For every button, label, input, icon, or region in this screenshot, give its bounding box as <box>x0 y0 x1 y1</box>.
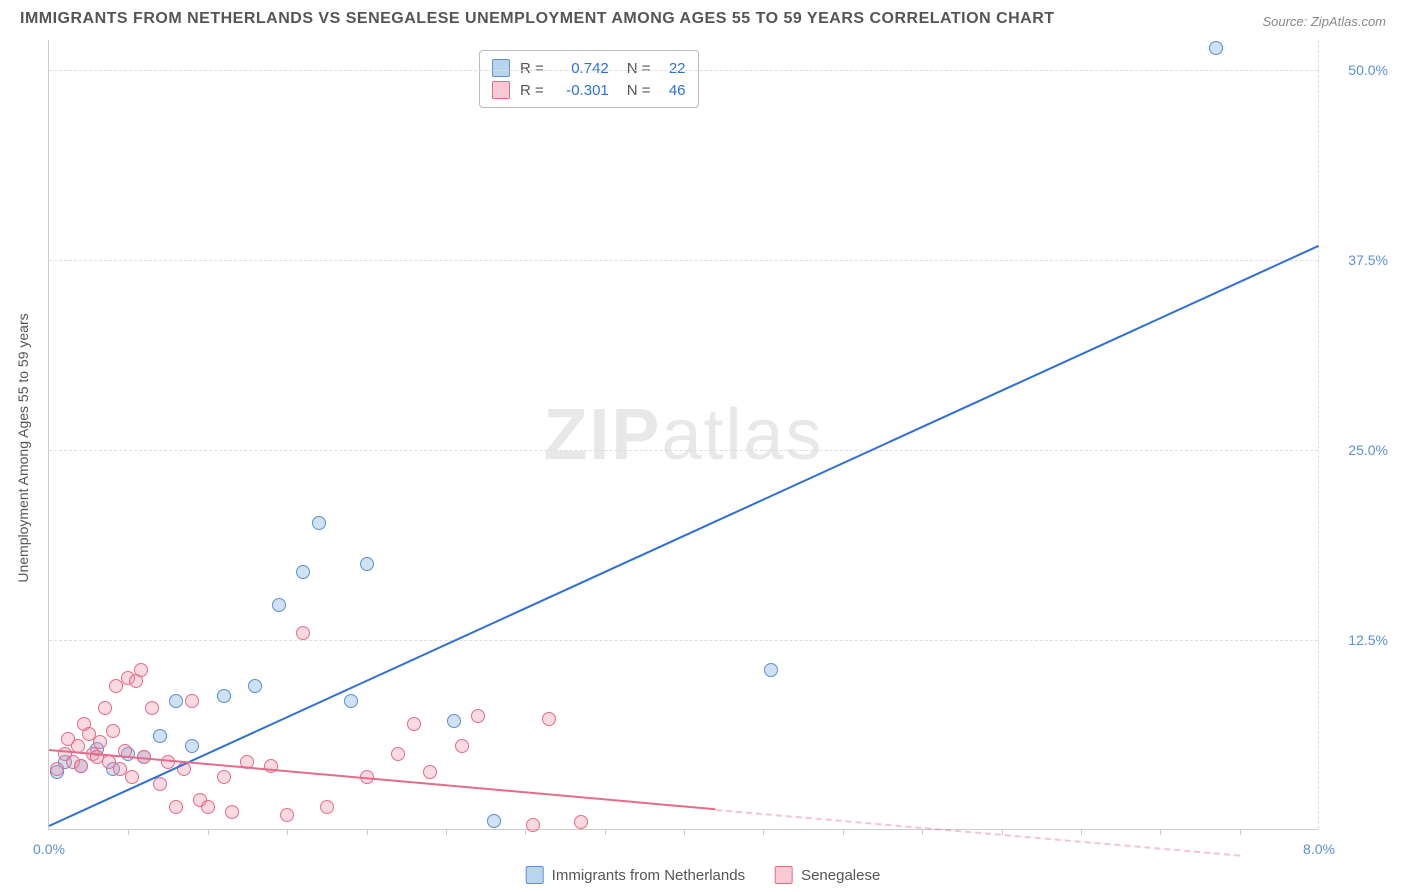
data-point <box>320 800 334 814</box>
x-tick <box>843 829 844 835</box>
data-point <box>225 805 239 819</box>
stats-row-netherlands: R = 0.742 N = 22 <box>492 57 686 79</box>
legend-item-netherlands: Immigrants from Netherlands <box>526 866 745 884</box>
x-tick <box>605 829 606 835</box>
r-label: R = <box>520 60 544 77</box>
source-label: Source: ZipAtlas.com <box>1262 14 1386 29</box>
data-point <box>217 689 231 703</box>
data-point <box>109 679 123 693</box>
gridline-h <box>49 260 1318 261</box>
y-tick-label: 12.5% <box>1328 632 1388 648</box>
data-point <box>125 770 139 784</box>
data-point <box>574 815 588 829</box>
data-point <box>145 701 159 715</box>
data-point <box>423 765 437 779</box>
x-tick <box>446 829 447 835</box>
data-point <box>74 759 88 773</box>
swatch-pink-icon <box>775 866 793 884</box>
gridline-h <box>49 450 1318 451</box>
swatch-pink-icon <box>492 81 510 99</box>
x-tick <box>763 829 764 835</box>
data-point <box>296 626 310 640</box>
r-label: R = <box>520 82 544 99</box>
data-point <box>169 800 183 814</box>
x-tick-label: 0.0% <box>33 841 65 857</box>
n-label: N = <box>627 82 651 99</box>
x-tick <box>1240 829 1241 835</box>
x-tick <box>684 829 685 835</box>
gridline-h <box>49 70 1318 71</box>
data-point <box>344 694 358 708</box>
data-point <box>764 663 778 677</box>
scatter-plot-area: ZIPatlas R = 0.742 N = 22 R = -0.301 N =… <box>48 40 1318 830</box>
x-tick <box>287 829 288 835</box>
bottom-legend: Immigrants from Netherlands Senegalese <box>526 866 881 884</box>
data-point <box>185 694 199 708</box>
swatch-blue-icon <box>492 59 510 77</box>
x-tick <box>1081 829 1082 835</box>
data-point <box>542 712 556 726</box>
gridline-v <box>1318 40 1319 829</box>
data-point <box>360 557 374 571</box>
data-point <box>312 516 326 530</box>
swatch-blue-icon <box>526 866 544 884</box>
data-point <box>296 565 310 579</box>
n-value: 22 <box>661 60 686 77</box>
data-point <box>169 694 183 708</box>
stats-row-senegalese: R = -0.301 N = 46 <box>492 79 686 101</box>
data-point <box>407 717 421 731</box>
x-tick <box>367 829 368 835</box>
x-tick <box>1160 829 1161 835</box>
r-value: 0.742 <box>554 60 609 77</box>
data-point <box>153 729 167 743</box>
data-point <box>185 739 199 753</box>
stats-legend-box: R = 0.742 N = 22 R = -0.301 N = 46 <box>479 50 699 108</box>
data-point <box>98 701 112 715</box>
x-tick-label: 8.0% <box>1303 841 1335 857</box>
data-point <box>471 709 485 723</box>
data-point <box>134 663 148 677</box>
data-point <box>526 818 540 832</box>
data-point <box>50 762 64 776</box>
legend-item-senegalese: Senegalese <box>775 866 880 884</box>
legend-label: Senegalese <box>801 867 880 884</box>
data-point <box>455 739 469 753</box>
n-label: N = <box>627 60 651 77</box>
x-tick <box>208 829 209 835</box>
data-point <box>447 714 461 728</box>
x-tick <box>525 829 526 835</box>
data-point <box>280 808 294 822</box>
data-point <box>391 747 405 761</box>
n-value: 46 <box>661 82 686 99</box>
data-point <box>272 598 286 612</box>
gridline-h <box>49 640 1318 641</box>
y-tick-label: 25.0% <box>1328 442 1388 458</box>
legend-label: Immigrants from Netherlands <box>552 867 745 884</box>
x-tick <box>922 829 923 835</box>
trend-line <box>49 245 1320 827</box>
data-point <box>153 777 167 791</box>
data-point <box>248 679 262 693</box>
y-tick-label: 50.0% <box>1328 62 1388 78</box>
watermark: ZIPatlas <box>543 394 823 476</box>
y-axis-label-container: Unemployment Among Ages 55 to 59 years <box>8 0 38 892</box>
y-axis-label: Unemployment Among Ages 55 to 59 years <box>15 273 31 623</box>
r-value: -0.301 <box>554 82 609 99</box>
data-point <box>93 735 107 749</box>
chart-title: IMMIGRANTS FROM NETHERLANDS VS SENEGALES… <box>20 10 1055 28</box>
data-point <box>217 770 231 784</box>
data-point <box>1209 41 1223 55</box>
y-tick-label: 37.5% <box>1328 252 1388 268</box>
data-point <box>106 724 120 738</box>
x-tick <box>128 829 129 835</box>
data-point <box>487 814 501 828</box>
data-point <box>201 800 215 814</box>
